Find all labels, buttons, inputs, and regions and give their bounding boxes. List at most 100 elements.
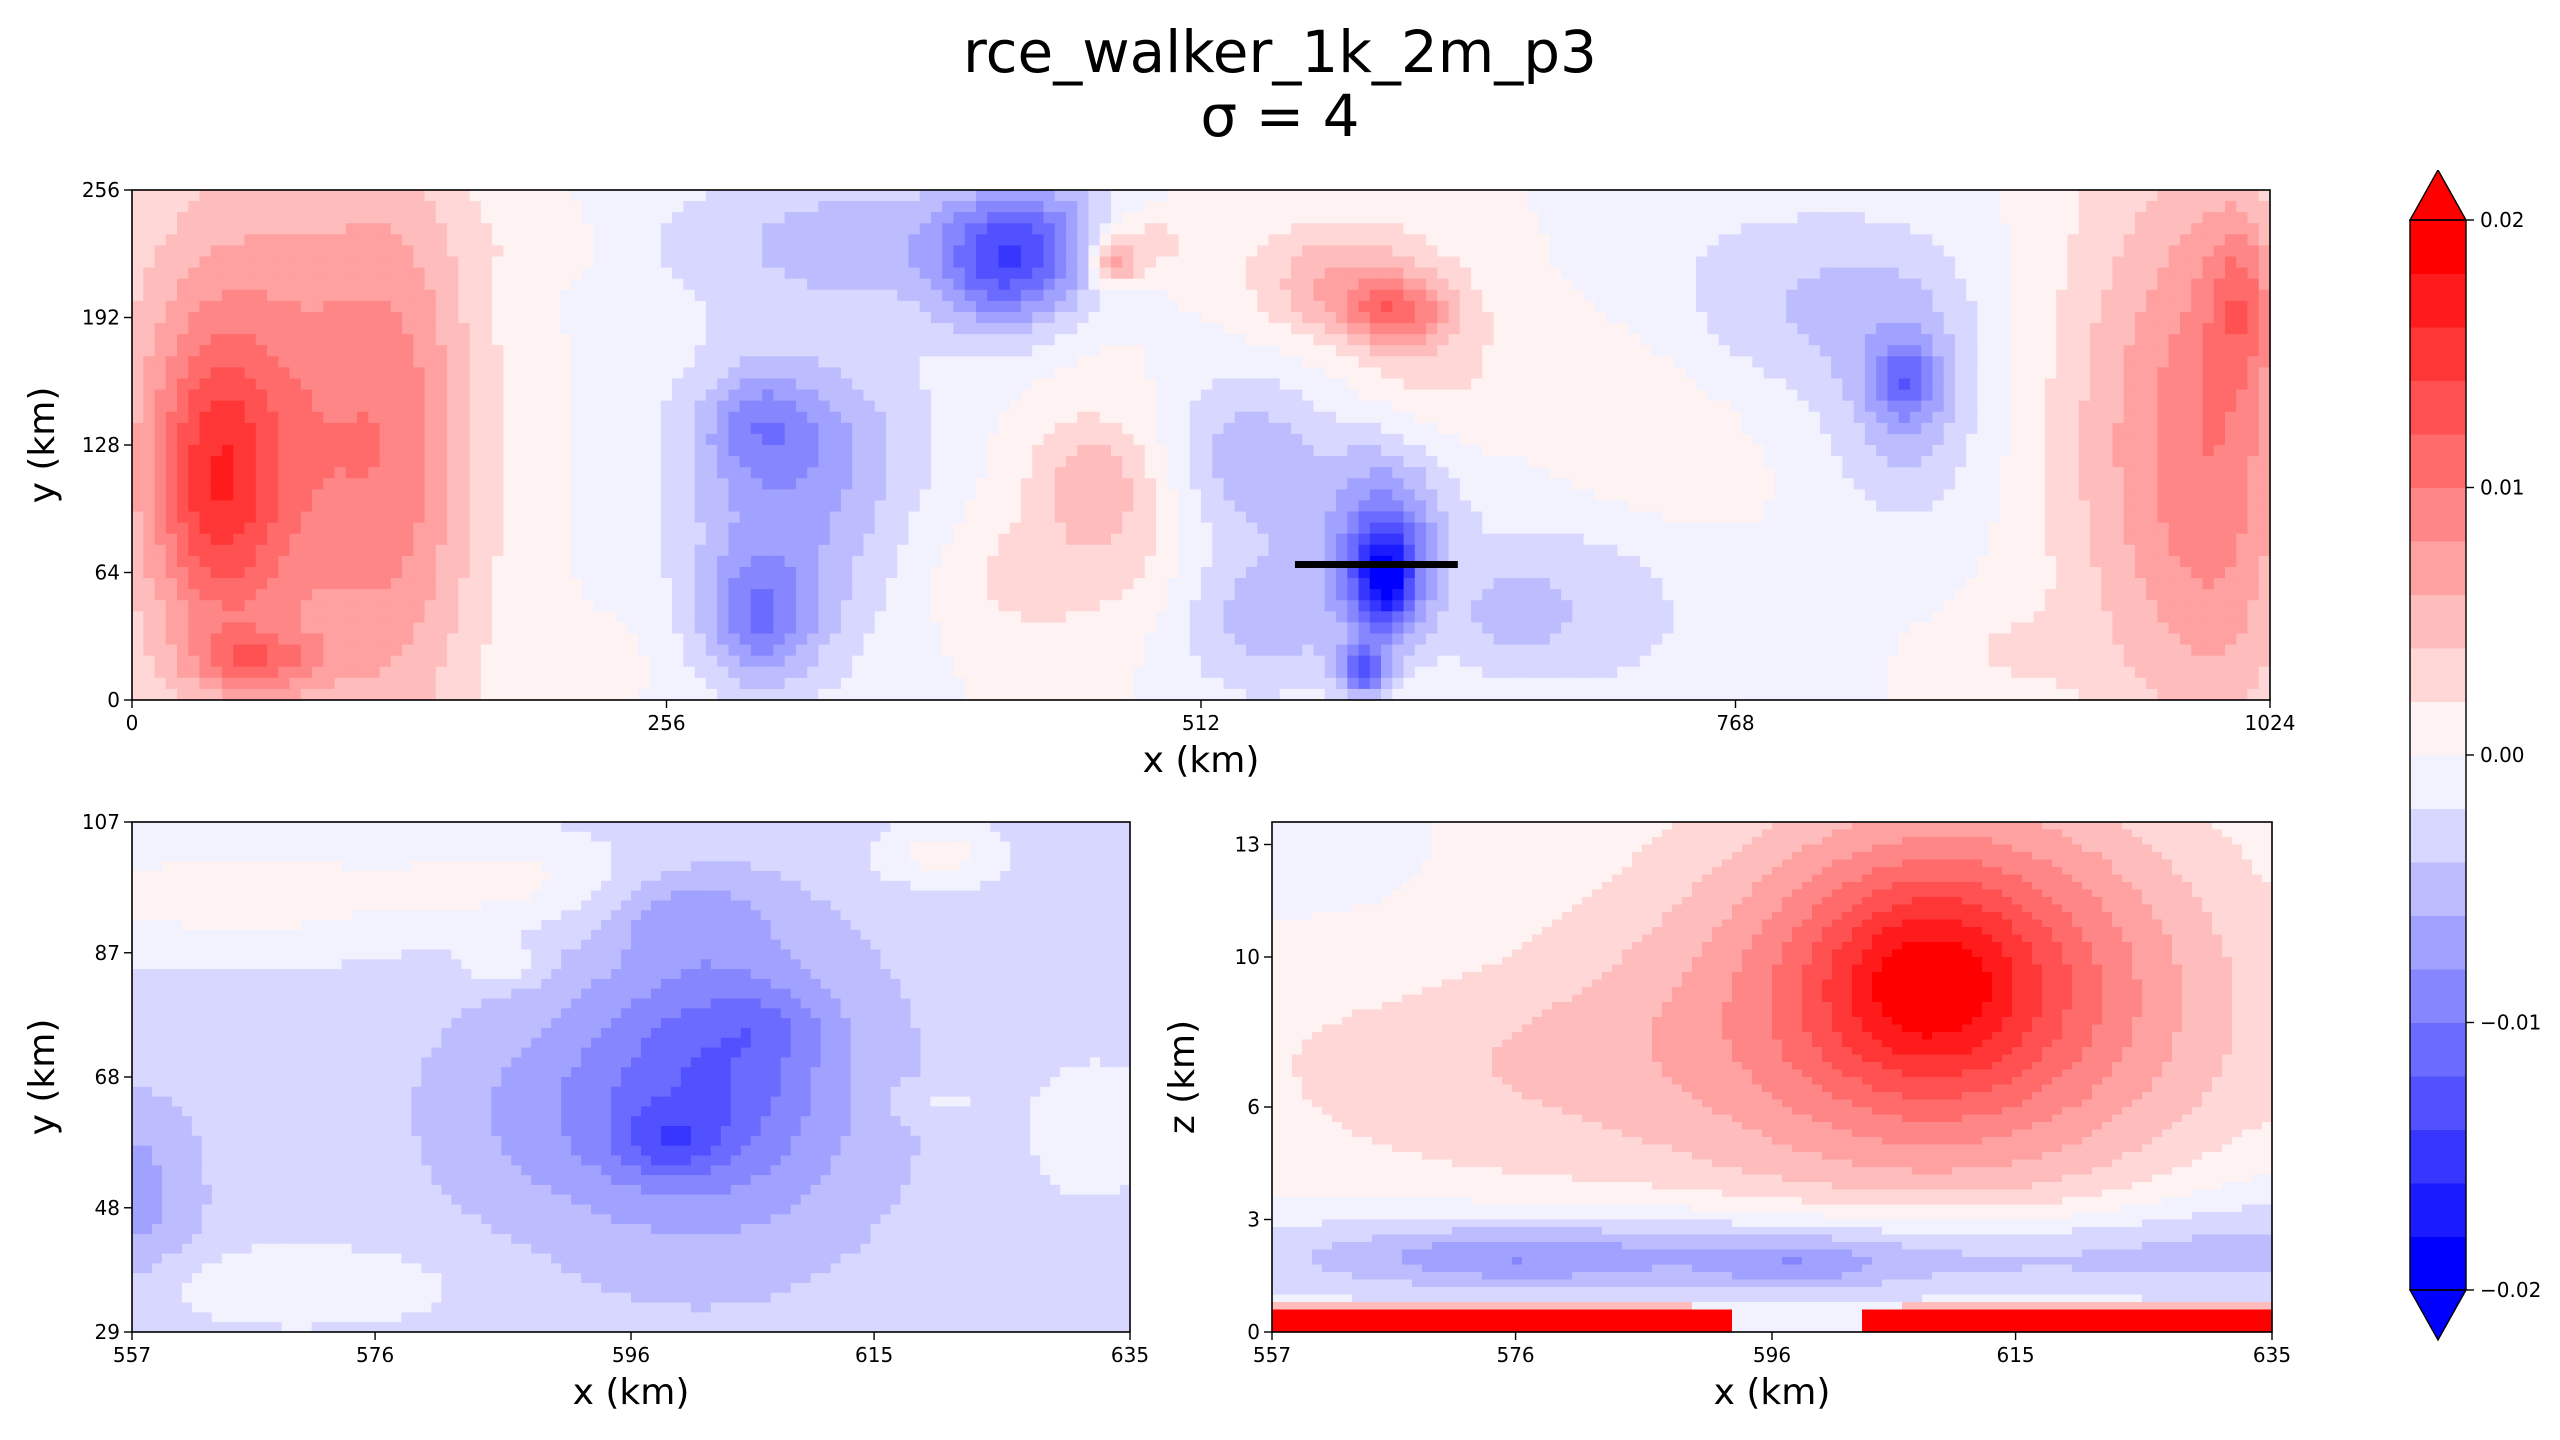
top-field-cell [2179,201,2192,213]
top-field-cell [638,300,651,313]
top-field-cell [267,256,279,269]
top-field-cell [2236,256,2249,269]
top-field-cell [1358,245,1371,258]
top-field-cell [1864,445,1877,457]
top-field-cell [1122,190,1135,202]
top-field-cell [1763,245,1776,258]
top-field-cell [1234,356,1247,368]
top-field-cell [750,223,763,235]
top-field-cell [368,445,381,457]
top-field-cell [1167,378,1180,391]
top-field-cell [1471,356,1483,368]
top-field-cell [1403,334,1416,346]
top-field-cell [627,334,639,346]
top-field-cell [1842,456,1855,468]
top-field-cell [357,289,369,302]
top-field-cell [1639,389,1652,402]
top-field-cell [1178,356,1191,368]
top-field-cell [863,456,876,468]
top-field-cell [1324,389,1337,402]
top-field-cell [1538,367,1551,380]
top-field-cell [852,234,865,247]
top-field-cell [1639,422,1652,435]
top-field-cell [1741,278,1753,291]
top-field-cell [424,389,437,402]
top-field-cell [1268,433,1281,446]
top-field-cell [2022,411,2035,424]
top-field-cell [649,334,662,346]
top-field-cell [514,234,527,247]
top-field-cell [1302,190,1315,202]
top-field-cell [1549,400,1562,413]
top-field-cell [1741,267,1753,280]
top-field-cell [953,300,966,313]
top-field-cell [694,278,707,291]
top-field-cell [964,433,977,446]
top-field-cell [1808,223,1821,235]
top-field-cell [1493,456,1506,468]
top-field-cell [807,433,820,446]
top-field-cell [672,212,684,224]
top-field-cell [2067,356,2080,368]
top-field-cell [503,201,516,213]
top-field-cell [1741,334,1753,346]
top-field-cell [1797,367,1810,380]
top-field-cell [469,411,482,424]
top-field-cell [942,389,955,402]
top-field-cell [1831,467,1843,479]
top-field-cell [2236,367,2249,380]
top-field-cell [143,345,156,357]
top-field-cell [1257,445,1270,457]
top-field-cell [1696,356,1708,368]
top-field-cell [1493,201,1506,213]
top-field-cell [492,300,504,313]
top-field-cell [627,245,639,258]
top-field-cell [593,289,606,302]
top-field-cell [424,245,437,258]
top-field-cell [750,234,763,247]
top-field-cell [2168,378,2181,391]
top-field-cell [1065,212,1078,224]
top-field-cell [1763,433,1776,446]
top-field-cell [1482,367,1495,380]
top-field-cell [1898,212,1911,224]
top-field-cell [1246,433,1258,446]
top-field-cell [672,334,684,346]
top-field-cell [548,212,561,224]
top-field-cell [2078,278,2091,291]
top-field-cell [1662,411,1675,424]
top-field-cell [1741,389,1753,402]
top-field-cell [514,245,527,258]
top-field-cell [1549,389,1562,402]
top-field-cell [312,267,324,280]
top-field-cell [1504,201,1517,213]
top-field-cell [267,389,279,402]
top-field-cell [2157,445,2170,457]
top-field-cell [402,323,414,335]
top-field-cell [773,289,786,302]
top-field-cell [233,356,246,368]
top-field-cell [582,367,594,380]
top-field-cell [829,212,842,224]
top-field-cell [1392,345,1405,357]
top-field-cell [1459,267,1472,280]
top-field-cell [2179,323,2192,335]
top-field-cell [2078,389,2091,402]
top-field-cell [379,433,392,446]
top-field-cell [1932,289,1945,302]
top-field-cell [1155,334,1168,346]
top-field-cell [1864,311,1877,324]
top-field-cell [492,323,504,335]
top-field-cell [885,334,898,346]
top-field-cell [1876,400,1889,413]
top-field-cell [919,422,932,435]
top-field-cell [750,190,763,202]
top-field-cell [480,389,493,402]
top-field-cell [1155,289,1168,302]
top-field-cell [345,345,358,357]
top-field-cell [548,411,561,424]
top-field-cell [852,345,865,357]
top-field-cell [559,300,572,313]
top-field-cell [773,245,786,258]
top-field-cell [492,478,504,490]
